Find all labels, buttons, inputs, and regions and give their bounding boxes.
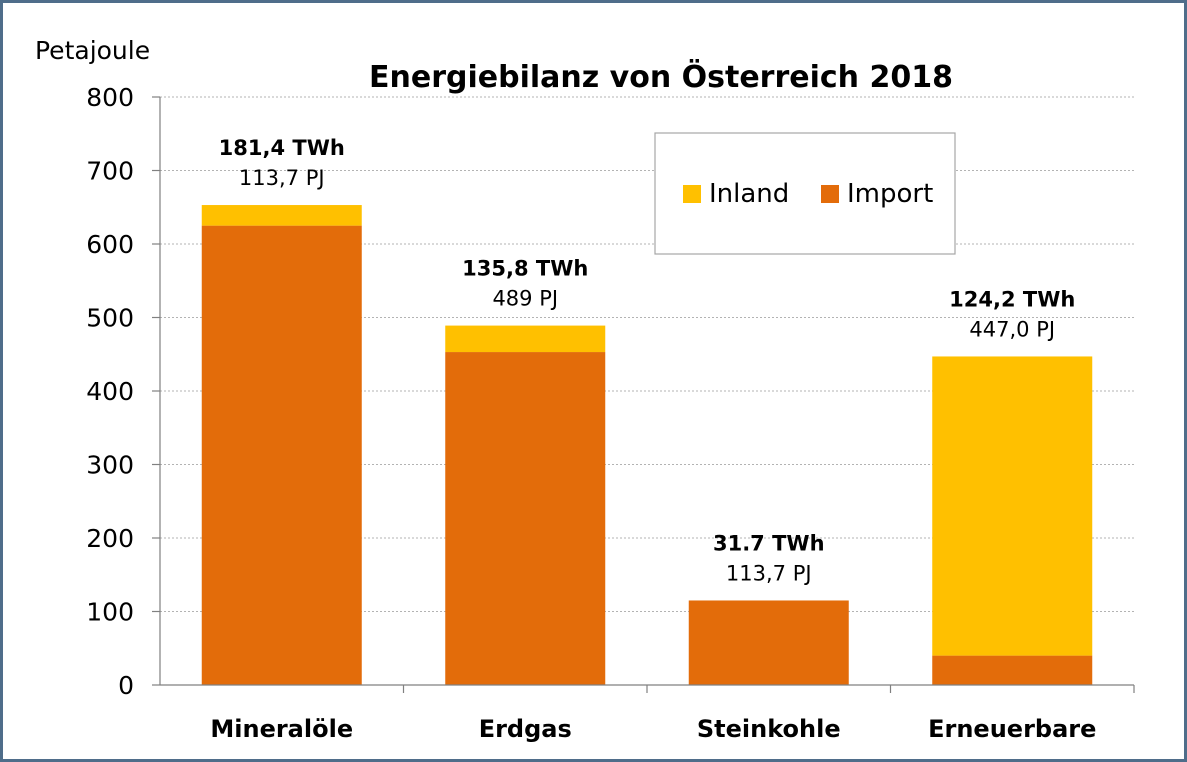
bar-inland (445, 325, 606, 353)
bar-import (688, 600, 849, 685)
data-label-twh: 124,2 TWh (949, 287, 1075, 311)
y-tick-label: 700 (86, 157, 134, 186)
legend: Inland Import (654, 132, 956, 255)
y-tick-label: 100 (86, 598, 134, 627)
y-tick-label: 300 (86, 451, 134, 480)
data-label-twh: 181,4 TWh (219, 136, 345, 160)
y-tick-label: 800 (86, 83, 134, 112)
y-tick-label: 500 (86, 304, 134, 333)
bar-chart: 0 100 200 300 400 500 600 700 800 Mineralöle Erdg… (35, 36, 1135, 743)
bar-import (201, 225, 362, 685)
data-label-pj: 113,7 PJ (726, 561, 812, 585)
axes (152, 96, 1135, 693)
bars (201, 205, 1093, 685)
bar-inland (201, 205, 362, 226)
legend-swatch-import (821, 185, 839, 203)
category-labels: Mineralöle Erdgas Steinkohle Erneuerbare (210, 715, 1096, 743)
y-tick-label: 600 (86, 230, 134, 259)
category-label: Steinkohle (697, 715, 841, 743)
data-label-pj: 113,7 PJ (239, 166, 325, 190)
legend-swatch-inland (683, 185, 701, 203)
data-label-twh: 31.7 TWh (713, 531, 825, 555)
y-tick-label: 0 (118, 671, 134, 700)
legend-box (654, 132, 956, 255)
category-label: Mineralöle (210, 715, 353, 743)
category-label: Erneuerbare (928, 715, 1096, 743)
data-labels: 181,4 TWh 113,7 PJ 135,8 TWh 489 PJ 31.7 TWh… (219, 136, 1076, 585)
chart-title: Energiebilanz von Österreich 2018 (369, 58, 953, 95)
category-label: Erdgas (479, 715, 572, 743)
y-tick-label: 400 (86, 377, 134, 406)
y-tick-label: 200 (86, 524, 134, 553)
bar-import (445, 352, 606, 685)
data-label-twh: 135,8 TWh (462, 257, 588, 281)
data-label-pj: 489 PJ (492, 287, 558, 311)
bar-import (932, 655, 1093, 685)
legend-label-import: Import (847, 179, 933, 209)
y-axis-label: Petajoule (35, 36, 150, 65)
y-tick-labels: 0 100 200 300 400 500 600 700 800 (86, 83, 134, 700)
legend-label-inland: Inland (709, 179, 789, 209)
bar-inland (932, 356, 1093, 656)
data-label-pj: 447,0 PJ (969, 317, 1055, 341)
